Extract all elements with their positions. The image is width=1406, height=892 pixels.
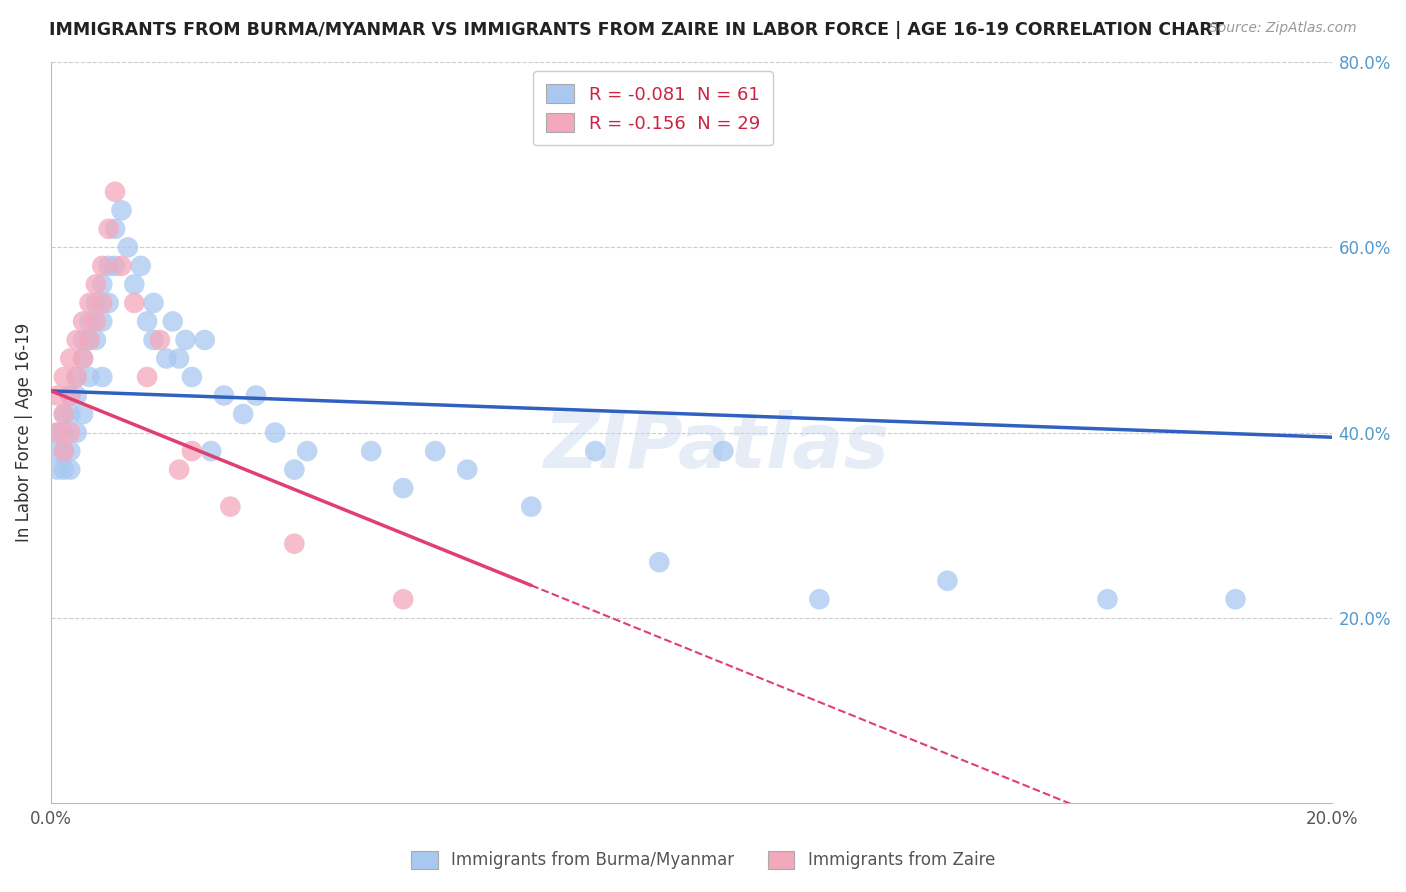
Point: [245, 388, 267, 402]
Point: [46, 444, 69, 458]
Point: [425, 444, 447, 458]
Point: [648, 555, 671, 569]
Point: [520, 500, 543, 514]
Point: [104, 185, 127, 199]
Point: [72, 351, 94, 366]
Point: [46, 462, 69, 476]
Point: [180, 370, 202, 384]
Point: [110, 259, 132, 273]
Point: [124, 296, 146, 310]
Point: [91, 296, 114, 310]
Point: [117, 240, 139, 254]
Point: [72, 333, 94, 347]
Point: [264, 425, 287, 440]
Point: [79, 333, 101, 347]
Legend: Immigrants from Burma/Myanmar, Immigrants from Zaire: Immigrants from Burma/Myanmar, Immigrant…: [401, 840, 1005, 880]
Point: [232, 407, 254, 421]
Point: [283, 462, 305, 476]
Point: [52, 425, 75, 440]
Point: [66, 333, 89, 347]
Point: [79, 314, 101, 328]
Point: [84, 333, 107, 347]
Point: [456, 462, 478, 476]
Point: [91, 314, 114, 328]
Point: [46, 388, 69, 402]
Point: [1097, 592, 1119, 607]
Point: [142, 333, 165, 347]
Point: [110, 203, 132, 218]
Point: [59, 425, 82, 440]
Point: [162, 314, 184, 328]
Point: [360, 444, 382, 458]
Point: [155, 351, 177, 366]
Point: [91, 277, 114, 292]
Point: [97, 259, 120, 273]
Point: [149, 333, 172, 347]
Point: [167, 462, 190, 476]
Point: [52, 407, 75, 421]
Point: [91, 370, 114, 384]
Point: [392, 481, 415, 495]
Point: [59, 407, 82, 421]
Point: [52, 407, 75, 421]
Point: [104, 222, 127, 236]
Point: [79, 370, 101, 384]
Point: [136, 370, 159, 384]
Point: [46, 425, 69, 440]
Point: [97, 296, 120, 310]
Point: [59, 388, 82, 402]
Point: [167, 351, 190, 366]
Point: [72, 351, 94, 366]
Point: [66, 370, 89, 384]
Point: [66, 425, 89, 440]
Point: [104, 259, 127, 273]
Point: [84, 296, 107, 310]
Point: [212, 388, 235, 402]
Point: [52, 370, 75, 384]
Point: [936, 574, 959, 588]
Point: [52, 444, 75, 458]
Point: [59, 444, 82, 458]
Y-axis label: In Labor Force | Age 16-19: In Labor Force | Age 16-19: [15, 323, 32, 542]
Point: [1225, 592, 1247, 607]
Point: [136, 314, 159, 328]
Point: [91, 259, 114, 273]
Point: [52, 462, 75, 476]
Point: [124, 277, 146, 292]
Point: [84, 277, 107, 292]
Text: Source: ZipAtlas.com: Source: ZipAtlas.com: [1209, 21, 1357, 35]
Point: [79, 296, 101, 310]
Point: [219, 500, 242, 514]
Point: [583, 444, 606, 458]
Point: [808, 592, 831, 607]
Point: [79, 333, 101, 347]
Point: [66, 388, 89, 402]
Point: [46, 425, 69, 440]
Point: [52, 444, 75, 458]
Point: [194, 333, 217, 347]
Point: [97, 222, 120, 236]
Legend: R = -0.081  N = 61, R = -0.156  N = 29: R = -0.081 N = 61, R = -0.156 N = 29: [533, 71, 773, 145]
Point: [59, 462, 82, 476]
Point: [142, 296, 165, 310]
Text: ZIPatlas: ZIPatlas: [544, 410, 890, 484]
Point: [295, 444, 318, 458]
Point: [200, 444, 222, 458]
Point: [84, 314, 107, 328]
Point: [392, 592, 415, 607]
Text: IMMIGRANTS FROM BURMA/MYANMAR VS IMMIGRANTS FROM ZAIRE IN LABOR FORCE | AGE 16-1: IMMIGRANTS FROM BURMA/MYANMAR VS IMMIGRA…: [49, 21, 1225, 38]
Point: [283, 537, 305, 551]
Point: [72, 314, 94, 328]
Point: [59, 388, 82, 402]
Point: [180, 444, 202, 458]
Point: [711, 444, 734, 458]
Point: [129, 259, 152, 273]
Point: [59, 351, 82, 366]
Point: [66, 370, 89, 384]
Point: [174, 333, 197, 347]
Point: [72, 407, 94, 421]
